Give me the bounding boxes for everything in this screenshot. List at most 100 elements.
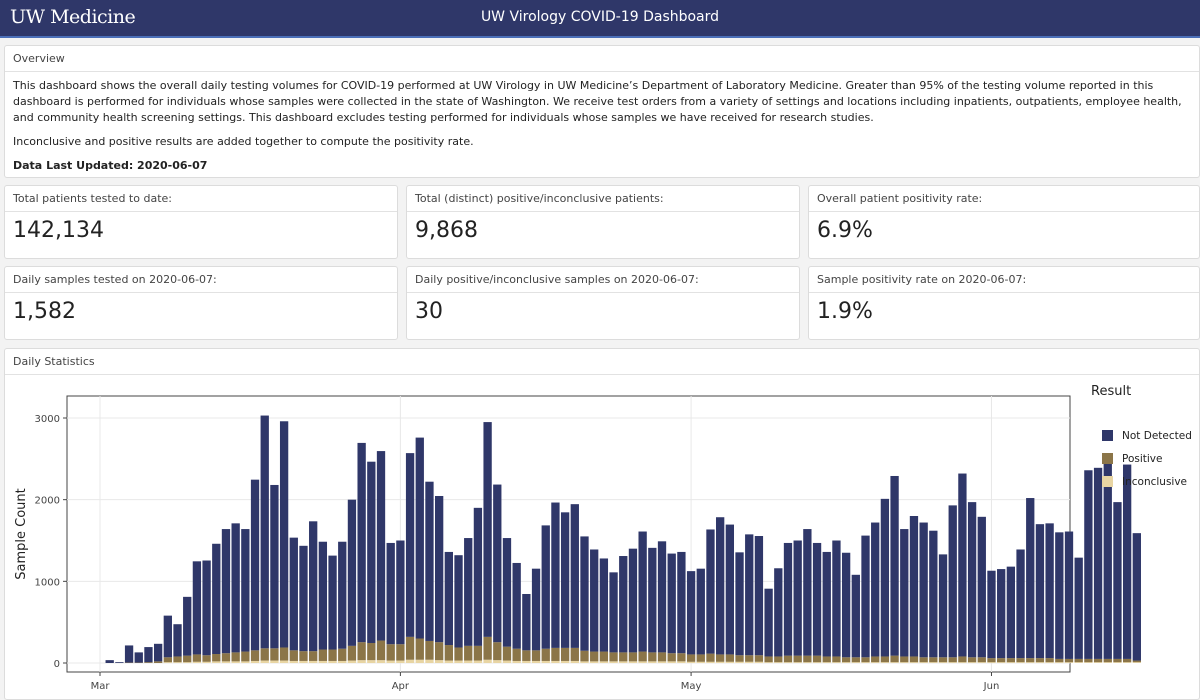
bar-segment xyxy=(1055,659,1063,662)
bar-segment xyxy=(202,561,210,656)
stat-label: Overall patient positivity rate: xyxy=(809,186,1199,212)
bar-segment xyxy=(338,542,346,649)
bar-segment xyxy=(958,656,966,662)
bar-segment xyxy=(910,656,918,662)
stat-value: 142,134 xyxy=(5,212,397,243)
last-updated: Data Last Updated: 2020-06-07 xyxy=(13,158,1191,174)
bar-segment xyxy=(648,652,656,661)
bar-segment xyxy=(803,656,811,663)
bar-segment xyxy=(735,662,743,663)
x-tick-label: Mar xyxy=(91,681,111,692)
bar-segment xyxy=(1016,662,1024,663)
x-tick-label: May xyxy=(681,681,702,692)
bar-segment xyxy=(726,654,734,661)
bar-segment xyxy=(1026,658,1034,662)
bar-segment xyxy=(222,653,230,661)
bar-segment xyxy=(590,549,598,651)
bar-segment xyxy=(251,480,259,651)
bar-segment xyxy=(929,531,937,658)
bar-segment xyxy=(1075,659,1083,662)
bar-segment xyxy=(890,662,898,663)
bar-segment xyxy=(929,657,937,662)
bar-segment xyxy=(1133,661,1141,663)
bar-segment xyxy=(106,660,114,663)
bar-segment xyxy=(513,563,521,649)
bar-segment xyxy=(319,650,327,661)
bar-segment xyxy=(600,652,608,662)
bar-segment xyxy=(1113,662,1121,663)
bar-segment xyxy=(1065,532,1073,659)
bar-segment xyxy=(638,652,646,662)
bar-segment xyxy=(164,616,172,658)
stat-value: 1,582 xyxy=(5,293,397,324)
bar-segment xyxy=(290,661,298,663)
legend-swatch xyxy=(1102,430,1113,441)
bar-segment xyxy=(338,649,346,661)
bar-segment xyxy=(687,571,695,654)
y-tick-label: 1000 xyxy=(35,577,60,588)
bar-segment xyxy=(513,649,521,661)
bar-segment xyxy=(387,543,395,644)
stat-card-sample-positivity: Sample positivity rate on 2020-06-07: 1.… xyxy=(808,266,1200,340)
bar-segment xyxy=(803,529,811,656)
bar-segment xyxy=(241,652,249,662)
bar-segment xyxy=(842,657,850,662)
bar-segment xyxy=(861,662,869,663)
bar-segment xyxy=(135,652,143,662)
bar-segment xyxy=(987,662,995,663)
bar-segment xyxy=(241,661,249,663)
bar-segment xyxy=(764,662,772,663)
bar-segment xyxy=(445,645,453,661)
bar-segment xyxy=(348,646,356,661)
bar-segment xyxy=(890,656,898,663)
bar-segment xyxy=(900,662,908,663)
bar-segment xyxy=(328,650,336,661)
bar-segment xyxy=(1055,532,1063,659)
bar-segment xyxy=(212,654,220,661)
bar-segment xyxy=(1084,470,1092,659)
bar-segment xyxy=(270,648,278,660)
bar-segment xyxy=(503,647,511,661)
bar-segment xyxy=(483,422,491,637)
bar-segment xyxy=(716,654,724,661)
bar-segment xyxy=(832,541,840,657)
bar-segment xyxy=(309,521,317,651)
bar-segment xyxy=(164,662,172,663)
bar-segment xyxy=(309,651,317,661)
bar-segment xyxy=(232,523,240,652)
bar-segment xyxy=(803,662,811,663)
bar-segment xyxy=(619,661,627,663)
bar-segment xyxy=(648,661,656,663)
y-axis-label: Sample Count xyxy=(14,488,29,579)
bar-segment xyxy=(609,652,617,661)
bar-segment xyxy=(464,646,472,661)
bar-segment xyxy=(193,654,201,661)
bar-segment xyxy=(590,652,598,662)
bar-segment xyxy=(706,654,714,662)
bar-segment xyxy=(261,416,269,649)
bar-segment xyxy=(387,644,395,660)
bar-segment xyxy=(638,661,646,663)
bar-segment xyxy=(580,651,588,662)
bar-segment xyxy=(861,657,869,662)
stat-value: 6.9% xyxy=(809,212,1199,243)
legend-label: Not Detected xyxy=(1122,430,1192,442)
bar-segment xyxy=(454,647,462,660)
bar-segment xyxy=(212,661,220,663)
bar-segment xyxy=(677,661,685,663)
bar-segment xyxy=(648,548,656,653)
bar-segment xyxy=(483,637,491,660)
bar-segment xyxy=(658,661,666,663)
bar-segment xyxy=(949,662,957,663)
bar-segment xyxy=(735,655,743,662)
bar-segment xyxy=(435,496,443,642)
bar-segment xyxy=(503,538,511,647)
bar-segment xyxy=(367,643,375,660)
bar-segment xyxy=(571,648,579,661)
bar-segment xyxy=(532,569,540,651)
bar-segment xyxy=(522,594,530,650)
bar-segment xyxy=(1113,659,1121,662)
bar-segment xyxy=(774,662,782,663)
bar-segment xyxy=(396,661,404,663)
